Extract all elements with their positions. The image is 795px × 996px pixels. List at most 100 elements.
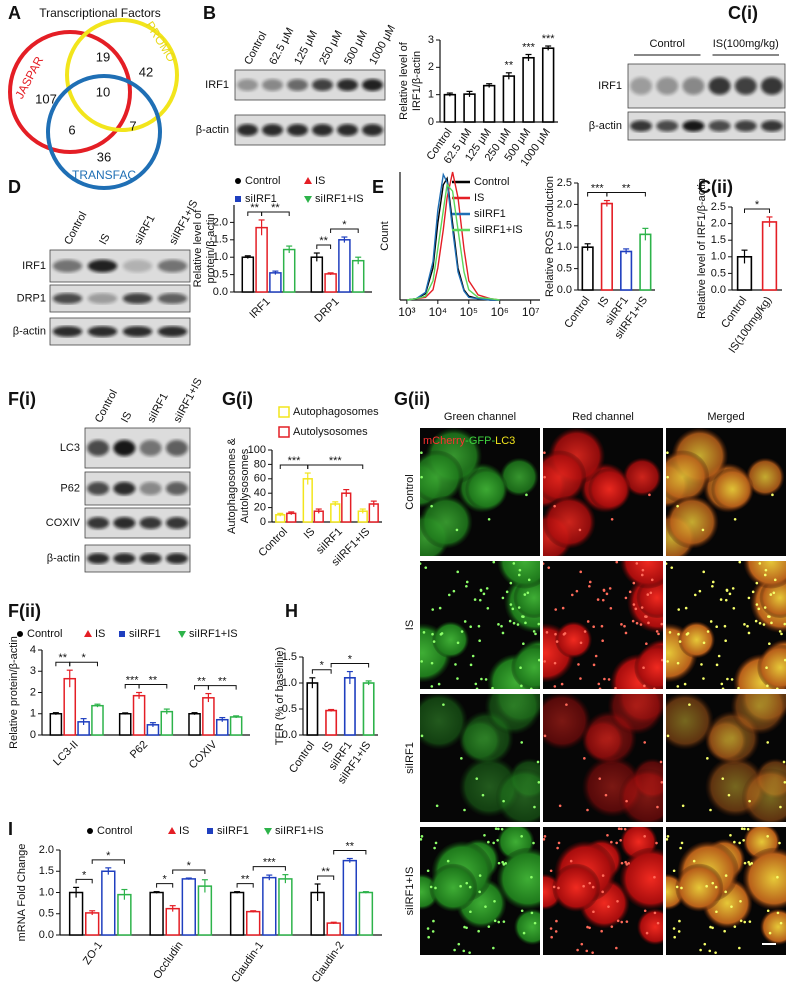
punctum	[765, 666, 768, 670]
bar	[269, 272, 282, 293]
punctum	[543, 660, 546, 663]
blot-band	[287, 79, 308, 91]
panel-letter: H	[285, 601, 298, 621]
punctum	[783, 658, 786, 662]
punctum	[438, 606, 442, 610]
significance-label: **	[59, 652, 68, 664]
punctum	[530, 687, 533, 689]
y-tick-label: 80	[254, 458, 266, 470]
blot-band	[113, 440, 136, 456]
punctum	[645, 615, 648, 618]
punctum	[497, 861, 501, 865]
punctum	[738, 841, 741, 845]
punctum	[431, 608, 435, 611]
y-tick-label: 0.0	[557, 284, 572, 296]
y-tick-label: 2.5	[557, 177, 572, 189]
punctum	[776, 687, 779, 689]
significance-label: *	[342, 219, 347, 231]
punctum	[702, 677, 705, 680]
micrograph	[666, 561, 786, 689]
y-tick-label: 1.0	[711, 251, 726, 263]
punctum	[739, 919, 743, 923]
significance-bracket	[75, 878, 93, 884]
y-axis-label: Relative ROS production	[544, 176, 556, 297]
punctum	[549, 869, 553, 873]
punctum	[768, 615, 771, 618]
legend-label: Control	[97, 825, 132, 837]
significance-bracket	[156, 883, 174, 888]
bar	[325, 709, 338, 736]
punctum	[463, 925, 466, 929]
punctum	[530, 875, 533, 879]
punctum	[655, 630, 659, 633]
punctum	[740, 827, 744, 830]
bar	[181, 878, 196, 936]
blot-band	[734, 77, 757, 95]
punctum	[615, 841, 618, 845]
blot-row-label: DRP1	[17, 292, 46, 304]
panel-letter: C(ii)	[698, 177, 733, 197]
bar	[620, 250, 633, 291]
bar	[463, 93, 476, 123]
punctum	[497, 827, 500, 831]
punctum	[746, 827, 750, 831]
column-header: Red channel	[572, 411, 634, 423]
punctum	[534, 632, 537, 636]
blot-row-label: IRF1	[22, 260, 46, 272]
punctum	[693, 593, 697, 597]
bar	[188, 713, 201, 736]
bar	[241, 256, 255, 293]
punctum	[478, 639, 481, 643]
legend-marker	[264, 828, 272, 835]
cell	[484, 694, 540, 735]
punctum	[522, 615, 525, 618]
punctum	[483, 833, 486, 837]
punctum	[508, 619, 512, 623]
x-tick-label: 10⁵	[460, 305, 478, 319]
cell	[757, 644, 786, 689]
punctum	[711, 580, 715, 584]
punctum	[727, 793, 731, 797]
cell	[511, 644, 540, 689]
blot-strip	[234, 69, 386, 101]
punctum	[497, 920, 501, 924]
y-axis-label: mRNA Fold Change	[16, 844, 28, 942]
punctum	[643, 834, 646, 838]
punctum	[591, 951, 594, 954]
punctum	[660, 658, 663, 662]
punctum	[553, 504, 556, 508]
punctum	[592, 663, 596, 667]
punctum	[420, 451, 423, 455]
punctum	[585, 949, 589, 953]
punctum	[475, 777, 479, 780]
punctum	[520, 834, 523, 838]
punctum	[677, 632, 680, 636]
punctum	[742, 838, 745, 842]
bar	[761, 221, 778, 291]
significance-label: **	[321, 866, 330, 878]
punctum	[763, 573, 767, 577]
punctum	[598, 777, 602, 780]
y-tick-label: 1.5	[711, 234, 726, 246]
y-tick-label: 0.5	[557, 263, 572, 275]
punctum	[474, 682, 478, 686]
punctum	[600, 929, 603, 933]
punctum	[545, 631, 549, 634]
y-axis-label: Autophagosomes &	[226, 437, 238, 534]
punctum	[579, 677, 582, 680]
punctum	[766, 684, 769, 688]
significance-bracket	[307, 464, 364, 470]
punctum	[420, 838, 423, 841]
legend-marker	[304, 177, 312, 184]
punctum	[434, 841, 438, 845]
punctum	[465, 881, 469, 885]
bar	[443, 93, 457, 123]
venn-diagram: Transcriptional Factors JASPAR PROMO TRA…	[8, 6, 179, 190]
punctum	[475, 687, 479, 689]
punctum	[675, 885, 679, 889]
bar	[341, 492, 352, 523]
blot-band	[237, 79, 258, 91]
blot-row-label: β-actin	[196, 124, 229, 136]
punctum	[721, 687, 725, 689]
y-axis-label: protein/β-actin	[205, 214, 217, 284]
